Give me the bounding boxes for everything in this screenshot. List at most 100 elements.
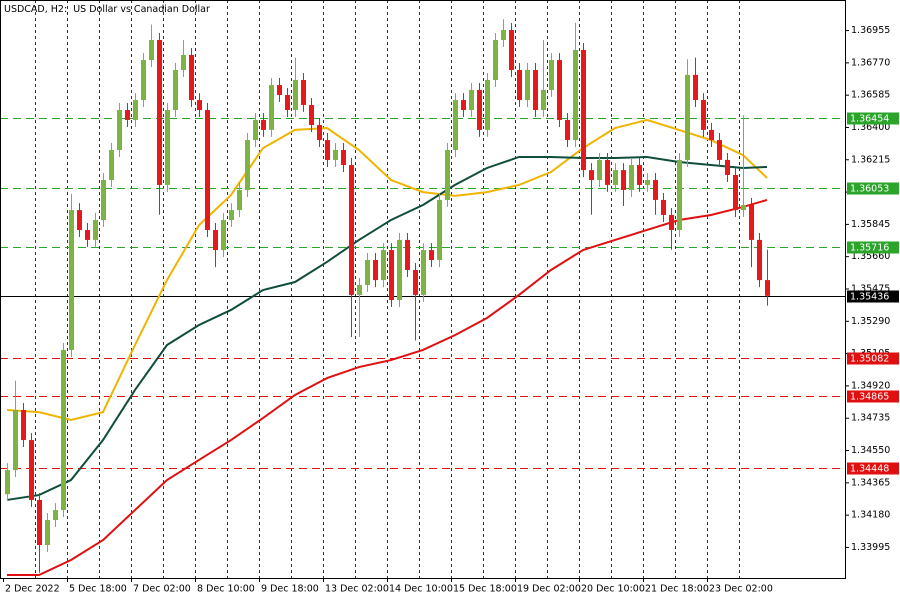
candle-body [293,79,298,111]
level-label-box [847,241,899,254]
candle-body [453,100,458,151]
candle-body [597,159,602,181]
candle-body [405,239,410,270]
candle-body [341,150,346,166]
candle-body [437,199,442,261]
candle-body [85,229,90,240]
candle-body [477,89,482,130]
candle-body [157,39,162,185]
x-tick-label: 13 Dec 02:00 [325,584,389,595]
candle-body [325,140,330,160]
candle-body [413,269,418,295]
candle-body [173,70,178,111]
x-tick-label: 7 Dec 02:00 [133,584,191,595]
candle-body [693,74,698,101]
candle-body [573,49,578,141]
candle-body [125,110,130,120]
candle-body [533,70,538,111]
candles [5,19,770,573]
candle-body [677,159,682,230]
candle-body [213,229,218,251]
candle-body [197,100,202,111]
candle-body [741,205,746,211]
candle-body [189,55,194,101]
level-label-box [847,290,899,303]
y-tick-label: 1.36955 [851,25,890,36]
candle-body [389,250,394,301]
candle-body [221,220,226,251]
y-tick-label: 1.36770 [851,57,890,68]
candle-body [53,510,58,521]
level-label: 1.34448 [850,464,889,475]
grid [35,0,740,578]
candle-body [69,210,74,350]
chart-title: USDCAD, H2: US Dollar vs Canadian Dollar [4,4,210,15]
candle-body [333,150,338,160]
x-tick-label: 23 Dec 02:00 [709,584,773,595]
moving-average [6,155,768,501]
candle-body [685,74,690,160]
description: US Dollar vs Canadian Dollar [73,4,210,15]
candle-body [701,100,706,130]
candle-body [373,260,378,281]
y-tick-label: 1.36585 [851,90,890,101]
candle-body [133,100,138,120]
level-label: 1.35436 [850,292,889,303]
candle-body [661,199,666,215]
candle-body [429,250,434,261]
x-tick-label: 20 Dec 10:00 [581,584,645,595]
moving-average [7,198,768,577]
candle-body [317,125,322,141]
candle-body [181,55,186,71]
level-label: 1.35082 [850,354,889,365]
candle-body [669,214,674,230]
level-label: 1.34865 [850,392,889,403]
y-tick-label: 1.36400 [851,122,890,133]
candle-body [501,30,506,40]
candle-body [709,129,714,141]
candle-body [717,140,722,160]
y-tick-label: 1.34180 [851,510,890,521]
x-tick-label: 9 Dec 18:00 [261,584,319,595]
candle-body [141,60,146,101]
candle-body [5,470,10,495]
y-tick-label: 1.35660 [851,251,890,262]
candle-body [77,210,82,230]
candle-body [397,239,402,301]
candle-body [757,239,762,281]
candle-body [205,110,210,230]
candle-body [565,119,570,141]
y-tick-label: 1.34550 [851,445,890,456]
candle-body [445,150,450,200]
x-tick-label: 2 Dec 2022 [5,584,60,595]
candle-body [645,180,650,185]
axes: 2 Dec 2022 5 Dec 18:00 7 Dec 02:00 8 Dec 10… [3,25,899,595]
level-label-box [847,390,899,403]
y-tick-label: 1.34920 [851,380,890,391]
level-label-box [847,182,899,195]
candle-body [517,70,522,101]
y-tick-label: 1.35290 [851,316,890,327]
candle-body [621,170,626,190]
candle-body [653,180,658,200]
x-tick-label: 14 Dec 10:00 [389,584,453,595]
x-tick-label: 5 Dec 18:00 [69,584,127,595]
level-label-box [847,112,899,125]
candle-body [549,60,554,90]
y-tick-label: 1.34365 [851,477,890,488]
candle-body [749,205,754,240]
candle-body [93,220,98,240]
candle-body [245,140,250,190]
candle-body [349,165,354,295]
candle-body [461,100,466,111]
candle-body [109,150,114,181]
candle-body [61,349,66,511]
candle-body [101,180,106,221]
candle-body [421,250,426,295]
candle-body [13,410,18,471]
candle-body [261,119,266,130]
candle-body [765,280,770,296]
level-label: 1.36454 [850,114,889,125]
